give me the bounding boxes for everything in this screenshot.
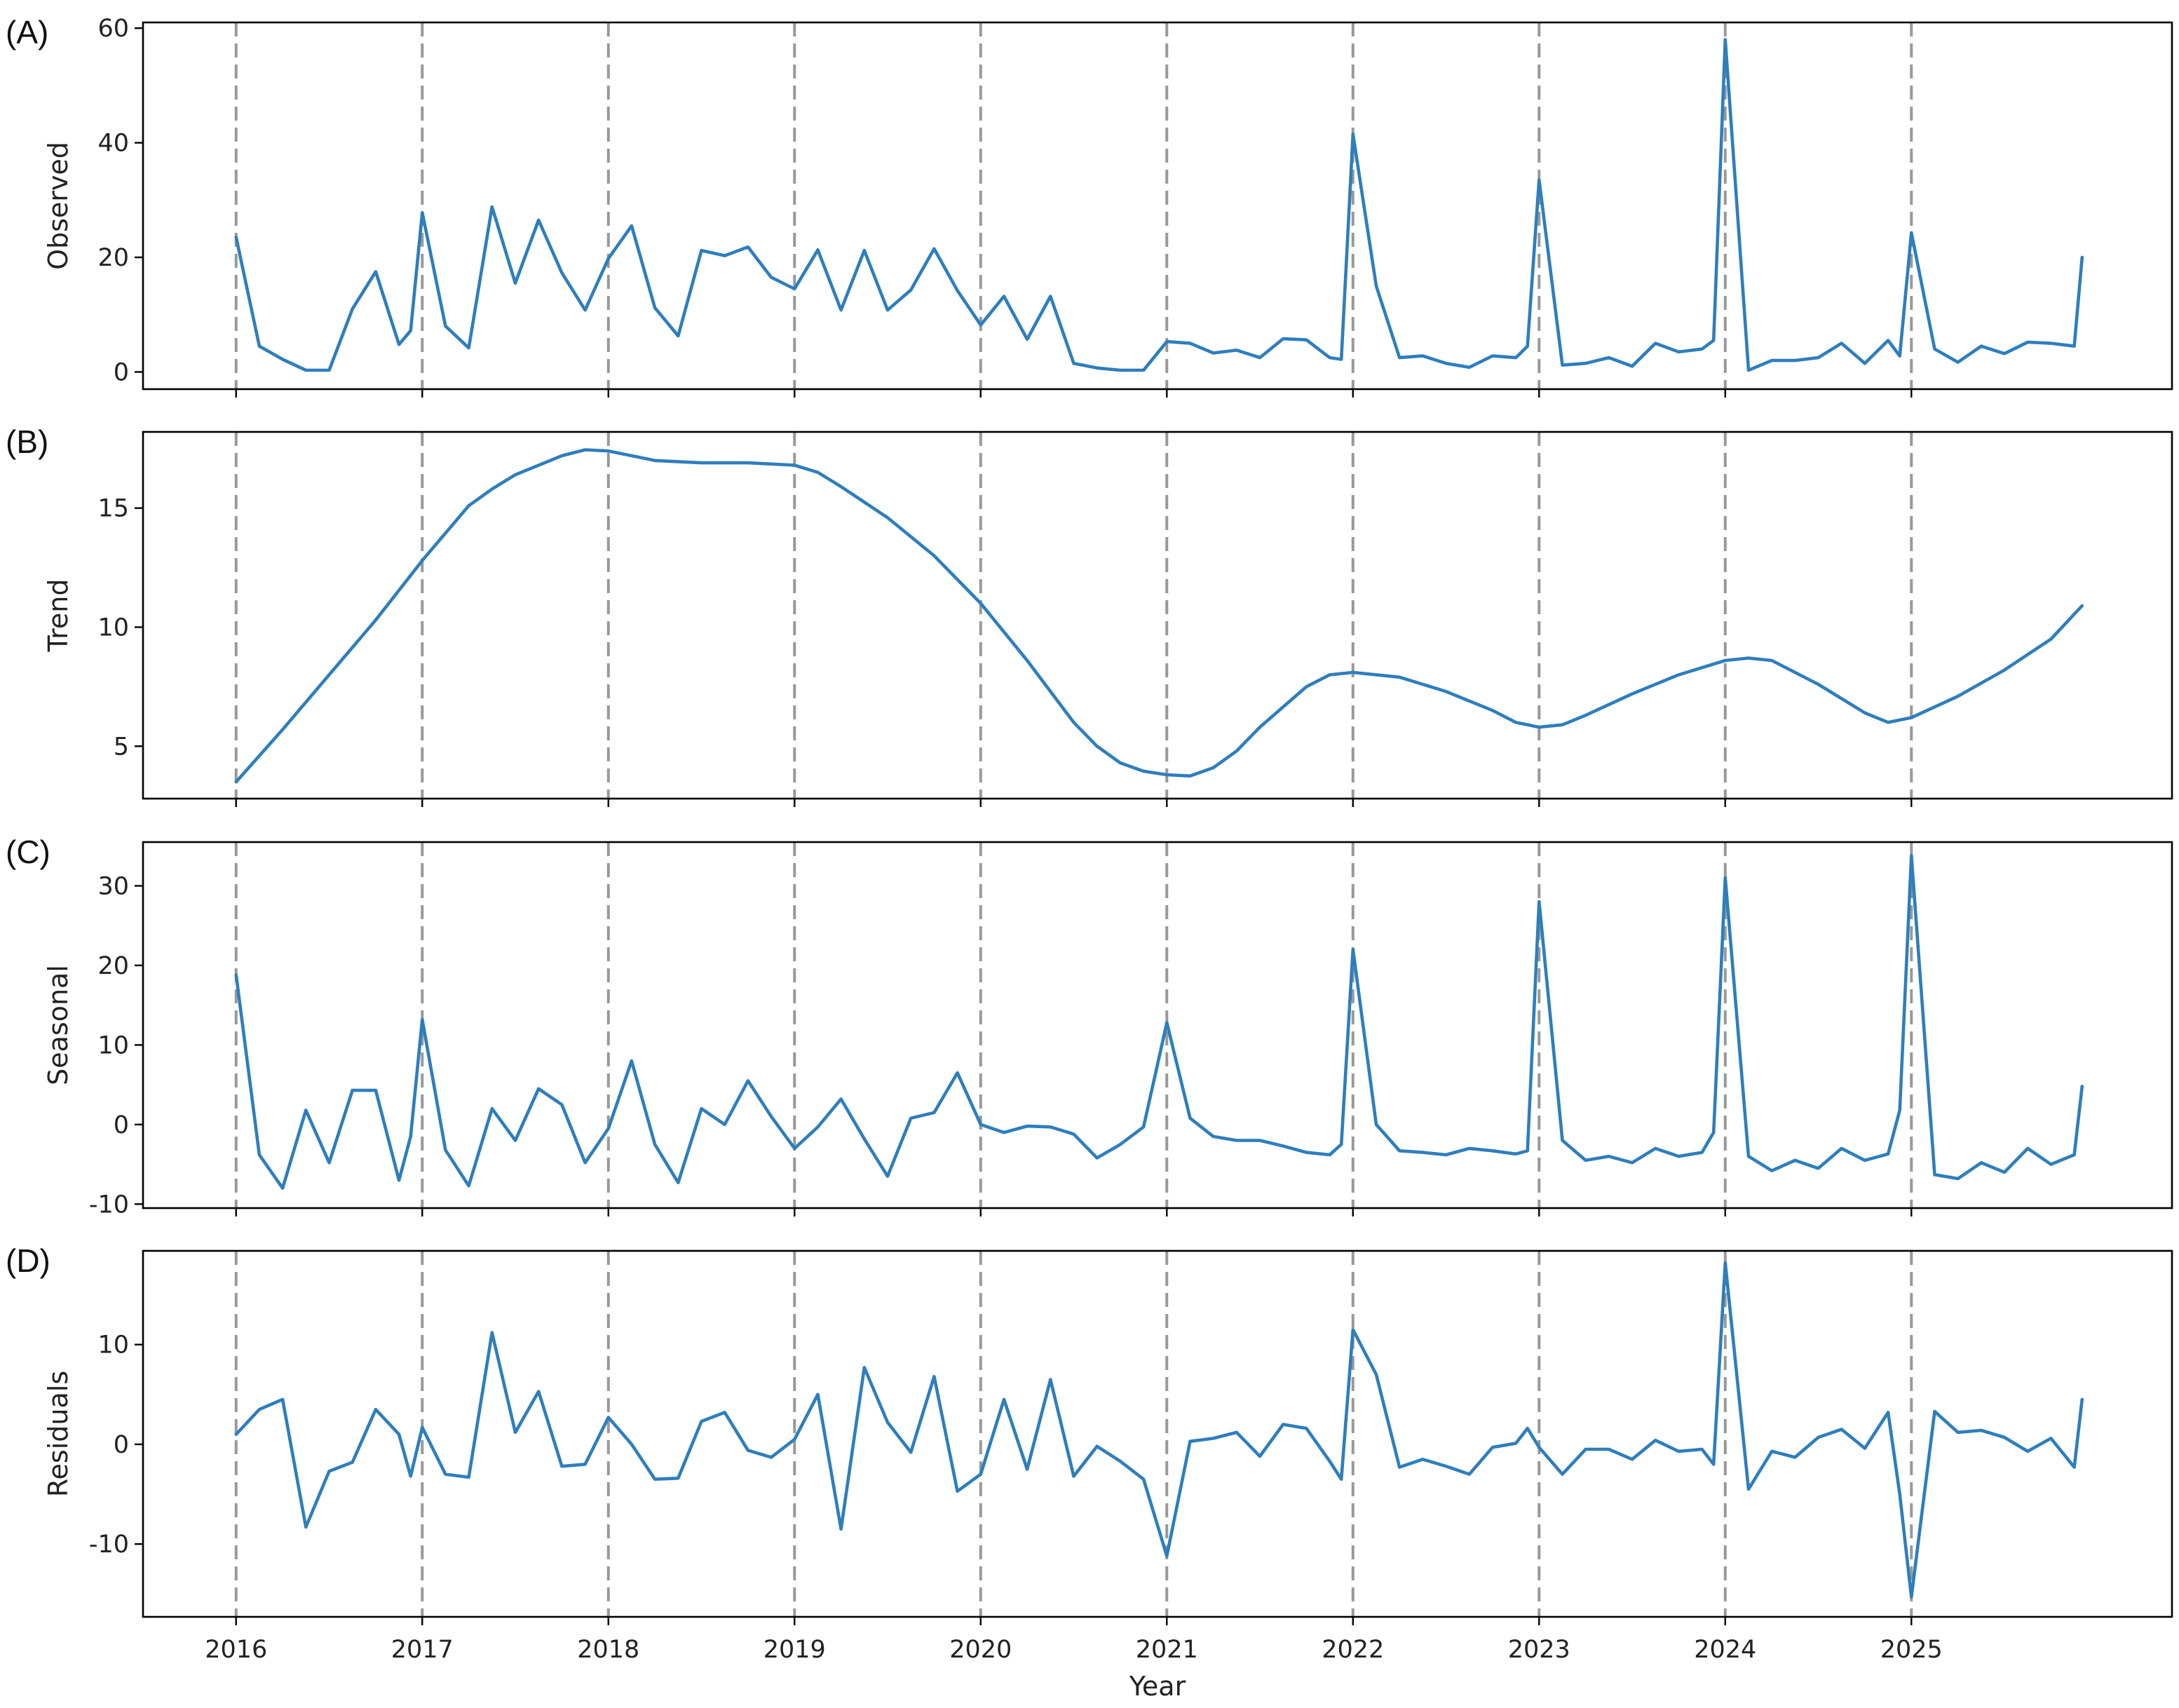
panel-c-ytick-label: 20 <box>97 952 129 980</box>
panel-d-xtick-label: 2025 <box>1880 1636 1943 1664</box>
panel-a-series-line <box>234 38 2084 372</box>
panel-d-xtick-label: 2019 <box>763 1636 826 1664</box>
panel-d-xtick-label: 2016 <box>205 1636 267 1664</box>
panel-d-xlabel: Year <box>1129 1671 1186 1702</box>
panel-c-ytick-label: -10 <box>89 1191 129 1219</box>
panel-d-xtick-label: 2021 <box>1136 1636 1198 1664</box>
panel-a-ytick-label: 60 <box>97 15 129 43</box>
panel-b-ytick-label: 5 <box>114 733 129 761</box>
panel-c-ylabel: Seasonal <box>43 965 74 1085</box>
panel-c-ytick-label: 10 <box>97 1031 129 1059</box>
panel-b-series-line <box>234 448 2084 784</box>
panel-c-frame <box>142 841 2173 1209</box>
panel-d-xtick-label: 2017 <box>391 1636 454 1664</box>
panel-c-series-line <box>234 854 2084 1190</box>
panel-a-ytick-label: 20 <box>97 244 129 272</box>
panel-b-letter: (B) <box>6 423 48 460</box>
panel-b-ytick-label: 15 <box>97 495 129 523</box>
panel-d-ylabel: Residuals <box>43 1371 74 1497</box>
panel-b-ytick-label: 10 <box>97 614 129 642</box>
panel-b-frame <box>142 431 2173 800</box>
panel-d-xtick-label: 2024 <box>1694 1636 1756 1664</box>
panel-d-ytick-label: 0 <box>114 1431 129 1459</box>
panel-d-xtick-label: 2020 <box>949 1636 1012 1664</box>
panel-d-letter: (D) <box>6 1242 50 1279</box>
panel-a-ytick-label: 40 <box>97 130 129 158</box>
panel-d-ytick-label: 10 <box>97 1331 129 1360</box>
panel-d-xtick-label: 2022 <box>1322 1636 1384 1664</box>
panel-c-ytick-label: 30 <box>97 872 129 900</box>
panel-d-frame <box>142 1249 2173 1618</box>
panel-b-ylabel: Trend <box>43 579 74 653</box>
panel-d-xtick-label: 2018 <box>577 1636 639 1664</box>
panel-a-letter: (A) <box>6 14 48 50</box>
panel-d-ytick-label: -10 <box>89 1531 129 1559</box>
panel-a-ytick-label: 0 <box>114 358 129 386</box>
panel-a-frame <box>142 21 2173 391</box>
panel-a-ylabel: Observed <box>43 142 74 270</box>
panel-c-ytick-label: 0 <box>114 1111 129 1139</box>
panel-d-xtick-label: 2023 <box>1508 1636 1570 1664</box>
panel-c-letter: (C) <box>6 834 50 870</box>
panel-d-series-line <box>234 1261 2084 1599</box>
